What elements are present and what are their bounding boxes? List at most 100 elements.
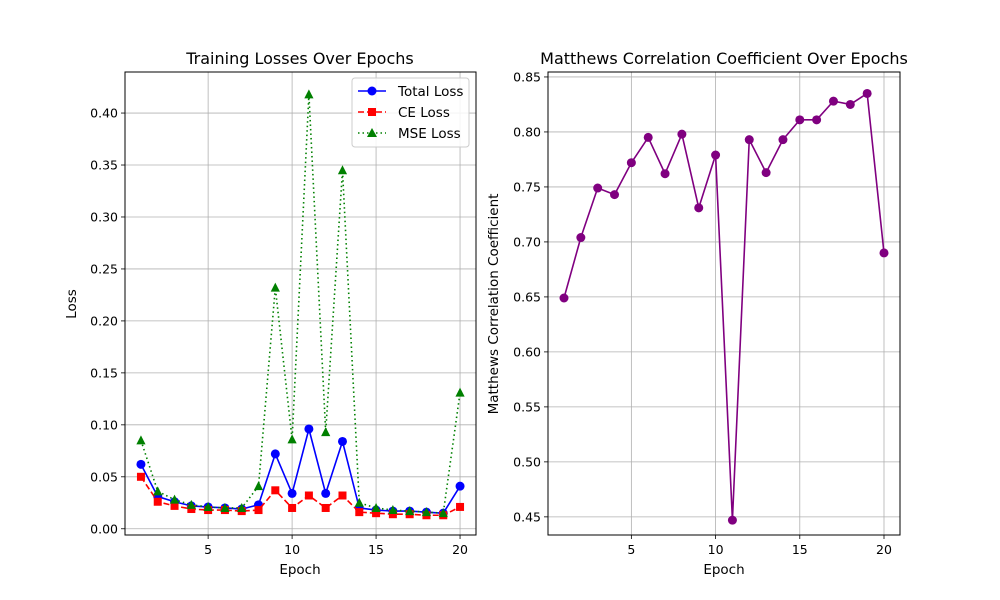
mcc-chart: 5 10 15 20 0.45 0.50 0.55 0.60 0.65 0.70 0.75 0.80 0…: [486, 49, 908, 578]
data-point-mcc: [610, 190, 620, 200]
data-point-mse-loss: [270, 282, 280, 292]
loss-x-axis-label: Epoch: [279, 562, 320, 578]
data-point-mcc: [711, 150, 721, 160]
loss-y-tick-label: 0.00: [90, 521, 118, 536]
mcc-x-tick-label: 5: [627, 542, 635, 557]
data-point-mse-loss: [455, 387, 465, 397]
data-point-mcc: [643, 132, 653, 142]
data-point-mse-loss: [438, 508, 448, 518]
loss-y-tick-label: 0.40: [90, 106, 118, 121]
legend-entry-ce-loss: CE Loss: [358, 105, 450, 121]
data-point-ce-loss: [170, 501, 179, 510]
loss-y-tick-label: 0.35: [90, 158, 118, 173]
mcc-y-tick-label: 0.45: [513, 509, 541, 524]
data-point-ce-loss: [388, 510, 397, 519]
data-point-ce-loss: [355, 508, 364, 517]
loss-legend: Total Loss CE Loss MSE Loss: [351, 77, 470, 148]
data-point-total-loss: [321, 488, 331, 498]
data-point-mcc: [828, 96, 838, 106]
data-point-ce-loss: [304, 491, 313, 500]
data-point-total-loss: [304, 424, 314, 434]
data-point-total-loss: [287, 488, 297, 498]
data-point-mcc: [727, 515, 737, 525]
data-point-ce-loss: [372, 509, 381, 518]
mcc-y-tick-label: 0.75: [513, 179, 541, 194]
data-point-mse-loss: [405, 506, 415, 516]
mcc-series: [559, 88, 889, 525]
loss-plot-frame: [124, 71, 477, 536]
data-point-total-loss: [455, 481, 465, 491]
data-point-mse-loss: [136, 435, 146, 445]
data-point-mse-loss: [203, 501, 213, 511]
data-point-mcc: [677, 129, 687, 139]
mcc-y-tick-label: 0.70: [513, 234, 541, 249]
loss-chart: 5 10 15 20 0.00 0.05 0.10 0.15 0.20 0.25 0.30 0.35 0…: [64, 49, 477, 578]
data-point-mse-loss: [337, 165, 348, 175]
data-point-mse-loss: [287, 434, 297, 444]
loss-y-axis-label: Loss: [64, 289, 80, 319]
data-point-ce-loss: [136, 472, 145, 481]
data-point-total-loss: [270, 449, 280, 459]
legend-label-total-loss: Total Loss: [397, 84, 463, 100]
mcc-x-axis-label: Epoch: [703, 562, 744, 578]
mcc-x-tick-label: 15: [792, 542, 808, 557]
data-point-mcc: [559, 293, 569, 303]
loss-y-tick-label: 0.25: [90, 261, 118, 276]
data-point-mcc: [694, 203, 704, 213]
data-point-mse-loss: [304, 89, 314, 99]
data-point-ce-loss: [187, 505, 196, 514]
mcc-ticks: 5 10 15 20 0.45 0.50 0.55 0.60 0.65 0.70 0.75 0.80 0…: [513, 69, 892, 557]
loss-x-tick-label: 5: [204, 542, 212, 557]
data-point-mcc: [660, 169, 670, 179]
loss-x-tick-label: 20: [452, 542, 468, 557]
mcc-grid: [548, 72, 900, 535]
data-point-mse-loss: [253, 481, 264, 491]
mcc-y-tick-label: 0.80: [513, 124, 541, 139]
loss-y-tick-label: 0.20: [90, 313, 118, 328]
loss-x-tick-label: 10: [284, 542, 300, 557]
data-point-mse-loss: [237, 502, 247, 512]
data-point-mse-loss: [169, 494, 180, 504]
mcc-y-tick-label: 0.50: [513, 454, 541, 469]
data-point-ce-loss: [254, 506, 263, 515]
data-point-ce-loss: [271, 486, 280, 495]
data-point-ce-loss: [321, 503, 330, 512]
data-point-mcc: [761, 168, 771, 178]
data-point-ce-loss: [288, 503, 297, 512]
legend-entry-total-loss: Total Loss: [358, 84, 463, 100]
mcc-x-tick-label: 10: [708, 542, 724, 557]
loss-series: [136, 89, 465, 520]
data-point-mse-loss: [186, 499, 196, 509]
data-point-mcc: [812, 115, 822, 125]
mcc-plot-frame: [547, 71, 901, 536]
loss-y-tick-label: 0.30: [90, 209, 118, 224]
data-point-mcc: [879, 248, 889, 258]
data-point-total-loss: [337, 436, 347, 446]
legend-marker-mse-loss: [367, 128, 377, 137]
legend-box: [351, 77, 470, 148]
mcc-y-tick-label: 0.60: [513, 344, 541, 359]
loss-y-tick-label: 0.05: [90, 469, 118, 484]
legend-marker-total-loss: [367, 86, 377, 96]
data-point-mse-loss: [371, 502, 381, 512]
legend-marker-ce-loss: [368, 108, 376, 116]
data-point-mcc: [845, 99, 855, 109]
loss-ticks: 5 10 15 20 0.00 0.05 0.10 0.15 0.20 0.25 0.30 0.35 0…: [90, 106, 468, 557]
data-point-mcc: [626, 158, 636, 168]
mcc-y-tick-label: 0.65: [513, 289, 541, 304]
legend-label-ce-loss: CE Loss: [398, 105, 450, 121]
data-point-mse-loss: [354, 497, 364, 507]
data-point-mse-loss: [421, 507, 432, 517]
loss-y-tick-label: 0.10: [90, 417, 118, 432]
data-point-mcc: [576, 233, 586, 243]
loss-y-tick-label: 0.15: [90, 365, 118, 380]
mcc-x-tick-label: 20: [876, 542, 892, 557]
loss-grid: [125, 72, 476, 535]
mcc-y-axis-label: Matthews Correlation Coefficient: [486, 194, 502, 415]
data-point-mcc: [795, 115, 805, 125]
legend-entry-mse-loss: MSE Loss: [358, 126, 461, 142]
data-point-mcc: [778, 135, 788, 145]
loss-chart-title: Training Losses Over Epochs: [185, 49, 413, 68]
data-point-mse-loss: [153, 486, 163, 496]
